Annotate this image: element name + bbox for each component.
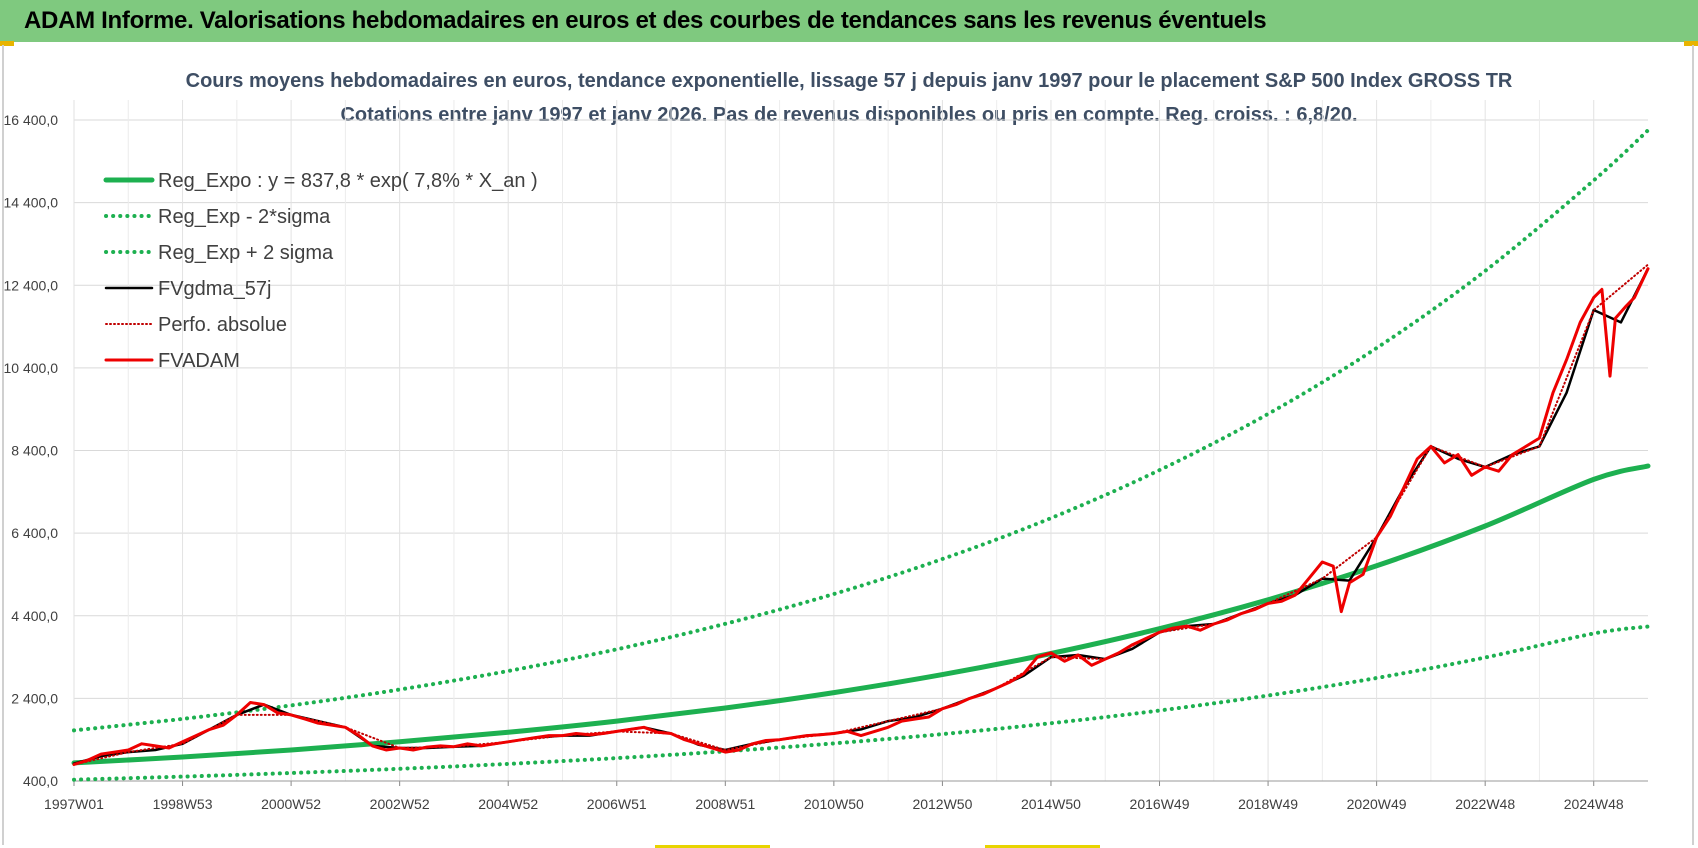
bottom-strip-1 xyxy=(655,845,770,848)
legend-label: Reg_Exp + 2 sigma xyxy=(158,242,334,264)
legend-label: Perfo. absolue xyxy=(158,314,287,336)
y-axis: 400,0 2 400,0 4 400,0 6 400,0 8 400,0 10 400,… xyxy=(4,112,59,789)
x-tick-label: 2022W48 xyxy=(1455,796,1515,812)
x-tick-label: 2004W52 xyxy=(478,796,538,812)
series-fvadam xyxy=(72,267,1650,766)
x-tick-label: 2000W52 xyxy=(261,796,321,812)
y-tick-label: 6 400,0 xyxy=(11,525,58,541)
x-tick-label: 2014W50 xyxy=(1021,796,1081,812)
series-layer xyxy=(71,128,1651,782)
chart-frame xyxy=(2,45,1694,845)
legend: Reg_Expo : y = 837,8 * exp( 7,8% * X_an … xyxy=(103,170,538,372)
legend-label: Reg_Exp - 2*sigma xyxy=(158,206,331,228)
page-title: ADAM Informe. Valorisations hebdomadaire… xyxy=(24,7,1267,34)
y-tick-label: 2 400,0 xyxy=(11,690,58,706)
grid-lines xyxy=(73,100,1648,782)
x-tick-label: 2010W50 xyxy=(804,796,864,812)
y-tick-label: 4 400,0 xyxy=(11,608,58,624)
y-tick-label: 12 400,0 xyxy=(4,277,59,293)
x-tick-label: 2020W49 xyxy=(1347,796,1407,812)
x-axis: 1997W01 1998W53 2000W52 2002W52 2004W52 2006W… xyxy=(44,780,1648,812)
series-reg-expo xyxy=(71,463,1651,766)
x-tick-label: 2008W51 xyxy=(695,796,755,812)
legend-label: Reg_Expo : y = 837,8 * exp( 7,8% * X_an … xyxy=(158,170,538,192)
x-tick-label: 2002W52 xyxy=(370,796,430,812)
legend-label: FVgdma_57j xyxy=(158,278,271,300)
bottom-strip-2 xyxy=(985,845,1100,848)
legend-label: FVADAM xyxy=(158,350,240,372)
x-tick-label: 2018W49 xyxy=(1238,796,1298,812)
x-tick-label: 1998W53 xyxy=(153,796,213,812)
series-reg-exp-minus-2sigma xyxy=(72,624,1650,782)
chart-title: Cours moyens hebdomadaires en euros, ten… xyxy=(185,70,1513,92)
y-tick-label: 16 400,0 xyxy=(4,112,59,128)
y-tick-label: 10 400,0 xyxy=(4,360,59,376)
x-tick-label: 2006W51 xyxy=(587,796,647,812)
corner-marker-left xyxy=(0,41,14,46)
x-tick-label: 2024W48 xyxy=(1564,796,1624,812)
y-tick-label: 14 400,0 xyxy=(4,195,59,211)
x-tick-label: 1997W01 xyxy=(44,796,104,812)
header-bar: ADAM Informe. Valorisations hebdomadaire… xyxy=(0,0,1698,42)
corner-marker-right xyxy=(1684,41,1698,46)
x-tick-label: 2012W50 xyxy=(912,796,972,812)
x-tick-label: 2016W49 xyxy=(1130,796,1190,812)
y-tick-label: 400,0 xyxy=(23,773,58,789)
series-reg-exp-plus-2sigma xyxy=(72,128,1650,733)
y-tick-label: 8 400,0 xyxy=(11,443,58,459)
